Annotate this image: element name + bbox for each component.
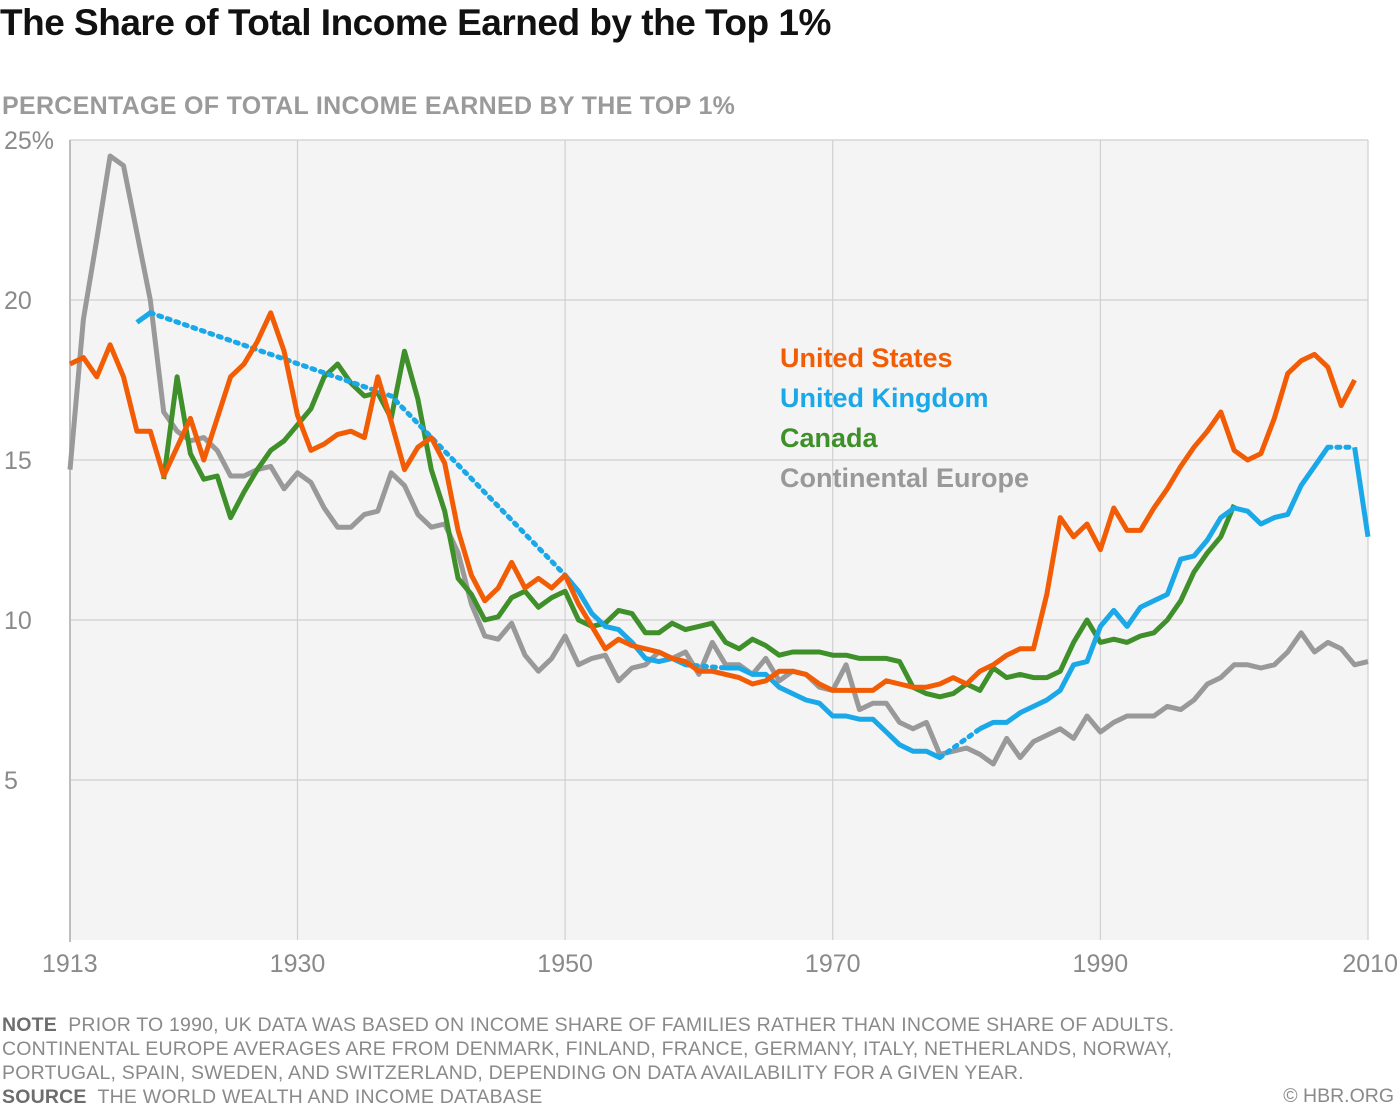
series-line-1-2 [563, 573, 687, 668]
legend-item-united-kingdom: United Kingdom [780, 383, 988, 413]
y-tick-label-0: 5 [4, 767, 18, 795]
series-lines [67, 153, 1371, 767]
x-tick-label-0: 1913 [42, 950, 98, 978]
plot-background [70, 140, 1368, 940]
series-line-1-5 [937, 726, 983, 761]
legend: United States United Kingdom Canada Contine… [780, 343, 1029, 493]
source-label: SOURCE [2, 1086, 87, 1108]
x-axis-ticks: 1913 1930 1950 1970 1990 2010 [42, 950, 1398, 978]
x-tick-label-5: 2010 [1342, 950, 1398, 978]
note-text: PRIOR TO 1990, UK DATA WAS BASED ON INCO… [2, 1014, 1175, 1084]
series-line-1-1 [147, 310, 568, 578]
legend-item-continental-europe: Continental Europe [780, 463, 1029, 493]
series-line-0-0 [68, 310, 1357, 693]
series-line-1-8 [1352, 446, 1371, 538]
series-continental-europe [67, 153, 1369, 767]
x-tick-label-1: 1930 [270, 950, 326, 978]
chart-subtitle: PERCENTAGE OF TOTAL INCOME EARNED BY THE… [2, 92, 736, 120]
series-line-3-0 [67, 153, 1369, 767]
note-label: NOTE [2, 1014, 57, 1036]
x-tick-label-3: 1970 [805, 950, 861, 978]
gridlines [69, 139, 1369, 942]
line-chart: 5 10 15 20 25% 1913 1930 1950 1970 1990 2010 Unit… [4, 127, 1398, 978]
y-axis-ticks: 5 10 15 20 25% [4, 127, 54, 795]
source: SOURCE THE WORLD WEALTH AND INCOME DATAB… [2, 1085, 1242, 1109]
series-united-kingdom [135, 310, 1371, 761]
y-tick-label-4: 25% [4, 127, 54, 155]
series-line-1-0 [135, 310, 152, 325]
footnotes: NOTE PRIOR TO 1990, UK DATA WAS BASED ON… [2, 1013, 1242, 1109]
credit: © HBR.ORG [1283, 1085, 1394, 1107]
note: NOTE PRIOR TO 1990, UK DATA WAS BASED ON… [2, 1013, 1242, 1085]
x-tick-label-4: 1990 [1073, 950, 1129, 978]
y-tick-label-3: 20 [4, 287, 32, 315]
x-tick-label-2: 1950 [537, 950, 593, 978]
series-line-2-0 [161, 348, 1237, 700]
series-line-1-4 [725, 665, 941, 760]
legend-item-canada: Canada [780, 423, 879, 453]
y-tick-label-2: 15 [4, 447, 32, 475]
legend-item-united-states: United States [780, 343, 953, 373]
series-united-states [68, 310, 1357, 693]
y-tick-label-1: 10 [4, 607, 32, 635]
source-text: THE WORLD WEALTH AND INCOME DATABASE [97, 1086, 543, 1108]
series-line-1-6 [978, 445, 1330, 732]
series-canada [161, 348, 1237, 700]
chart-title: The Share of Total Income Earned by the … [0, 2, 831, 43]
